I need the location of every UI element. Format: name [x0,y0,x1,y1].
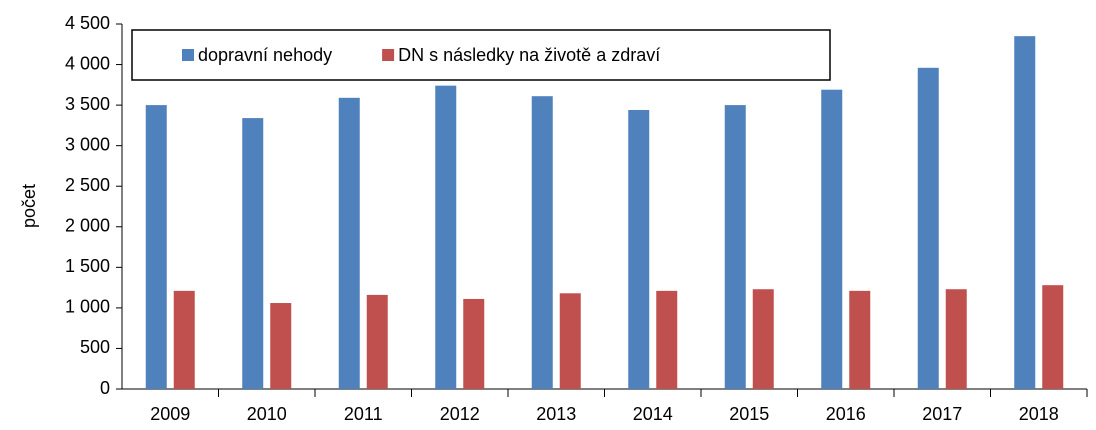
legend-box [131,29,831,81]
legend-swatch [182,49,194,61]
y-tick-label: 4 000 [65,53,110,73]
bar [435,85,457,390]
y-tick-label: 2 000 [65,216,110,236]
x-tick-label: 2010 [247,404,287,424]
y-tick-label: 3 000 [65,134,110,154]
bar [463,298,485,389]
bar [145,105,167,389]
legend-swatch [382,49,395,61]
bar [366,294,388,389]
x-tick-label: 2009 [150,404,190,424]
x-tick-label: 2012 [440,404,480,424]
y-tick-label: 0 [100,378,110,398]
bar [173,290,195,389]
legend-label: dopravní nehody [198,45,332,65]
bar [531,96,553,389]
bar [917,67,939,390]
bar [1014,36,1036,390]
bar [270,303,292,389]
x-tick-label: 2014 [633,404,673,424]
bar [849,290,871,389]
x-tick-label: 2017 [922,404,962,424]
bar [628,109,650,389]
bar [338,97,360,390]
bar [559,293,581,389]
y-tick-label: 500 [80,337,110,357]
legend-label: DN s následky na životě a zdraví [398,45,660,65]
x-tick-label: 2018 [1019,404,1059,424]
y-tick-label: 3 500 [65,94,110,114]
x-tick-label: 2011 [344,404,383,424]
y-tick-label: 1 500 [65,256,110,276]
y-tick-label: 4 500 [65,13,110,33]
bar [656,290,678,389]
x-tick-label: 2015 [729,404,769,424]
bar [821,89,843,389]
bar [1042,285,1064,389]
bar [724,105,746,389]
y-axis-label: počet [19,184,39,228]
bar [242,118,264,389]
x-tick-label: 2016 [826,404,866,424]
y-tick-label: 1 000 [65,297,110,317]
x-tick-label: 2013 [536,404,576,424]
bar [945,289,967,389]
y-tick-label: 2 500 [65,175,110,195]
bar [752,289,774,389]
